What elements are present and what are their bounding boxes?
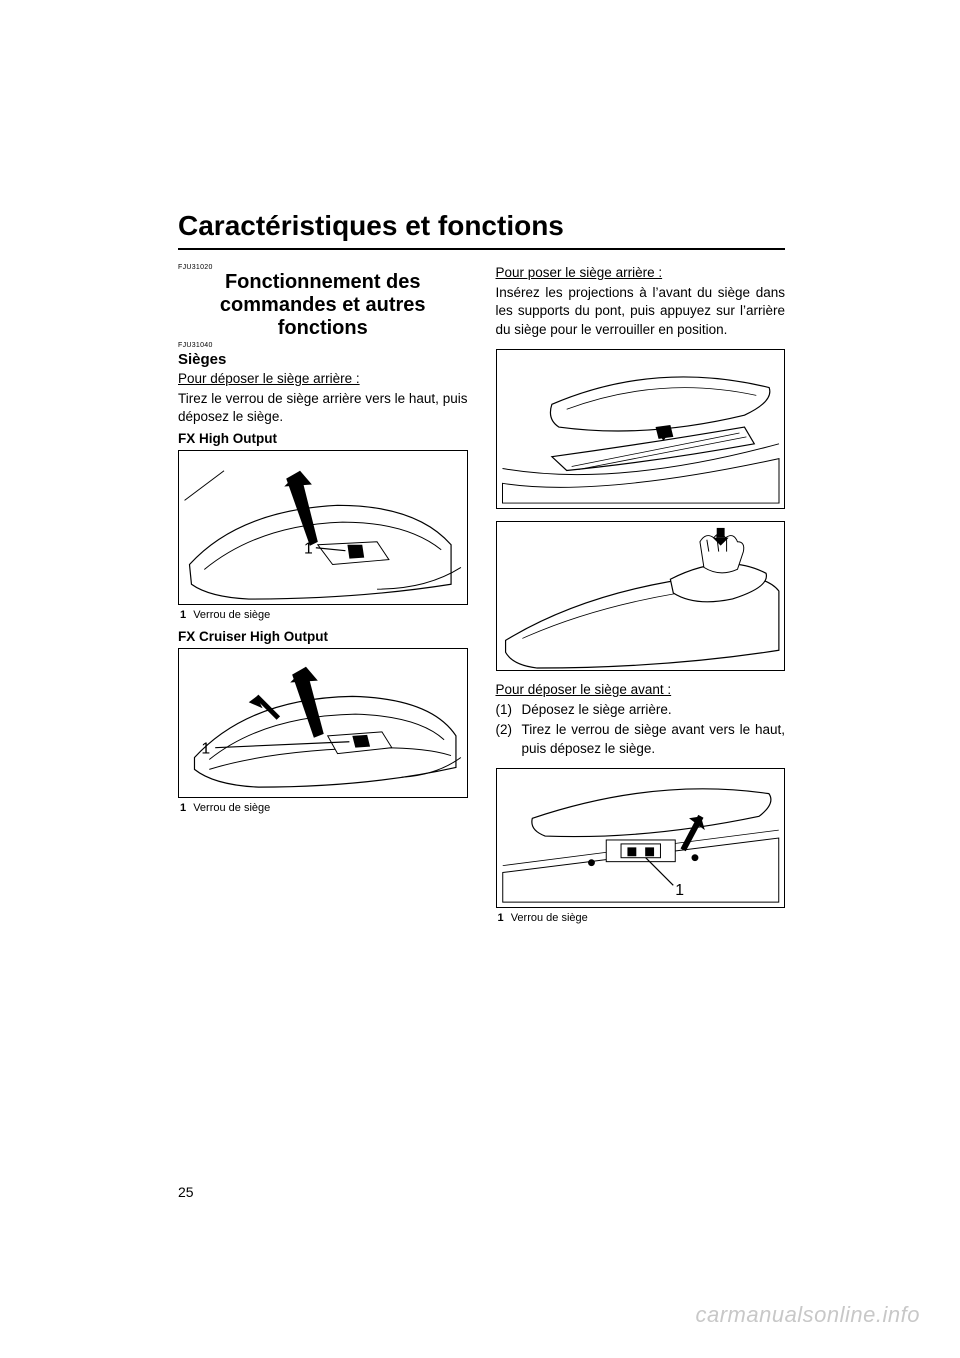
- figure-caption: 1 Verrou de siège: [180, 609, 468, 621]
- section-heading-line1: Fonctionnement des: [225, 271, 421, 293]
- figure-press-seat-rear: [496, 521, 786, 671]
- seat-latch-illustration: 1: [179, 649, 467, 797]
- list-marker: (2): [496, 721, 522, 757]
- model-label: FX High Output: [178, 431, 468, 446]
- callout-number: 1: [675, 882, 684, 899]
- watermark: carmanualsonline.info: [695, 1302, 920, 1328]
- chapter-title: Caractéristiques et fonctions: [178, 210, 785, 242]
- list-marker: (1): [496, 701, 522, 719]
- figure-caption: 1 Verrou de siège: [180, 802, 468, 814]
- paragraph-underlined: Pour poser le siège arrière :: [496, 264, 786, 282]
- caption-number: 1: [180, 609, 186, 621]
- figure-caption: 1 Verrou de siège: [498, 912, 786, 924]
- page-number: 25: [178, 1184, 194, 1200]
- reference-code: FJU31020: [178, 264, 468, 271]
- section-heading: Fonctionnement des commandes et autres f…: [178, 271, 468, 340]
- model-label: FX Cruiser High Output: [178, 629, 468, 644]
- list-item: (1) Déposez le siège arrière.: [496, 701, 786, 719]
- paragraph: Tirez le verrou de siège arrière vers le…: [178, 390, 468, 426]
- caption-number: 1: [180, 802, 186, 814]
- list-text: Déposez le siège arrière.: [522, 701, 672, 719]
- section-heading-line2: commandes et autres fonctions: [220, 294, 426, 339]
- two-column-layout: FJU31020 Fonctionnement des commandes et…: [178, 264, 785, 932]
- list-text: Tirez le verrou de siège avant vers le h…: [522, 721, 786, 757]
- caption-text: Verrou de siège: [193, 802, 270, 814]
- figure-rear-seat-fx-cruiser: 1: [178, 648, 468, 798]
- paragraph-underlined: Pour déposer le siège avant :: [496, 681, 786, 699]
- front-seat-latch-illustration: 1: [497, 769, 785, 907]
- title-rule: [178, 248, 785, 250]
- manual-page: Caractéristiques et fonctions FJU31020 F…: [0, 0, 960, 1358]
- numbered-list: (1) Déposez le siège arrière. (2) Tirez …: [496, 701, 786, 758]
- callout-number: 1: [304, 540, 313, 557]
- seat-press-illustration: [497, 522, 785, 670]
- sub-heading-sieges: Sièges: [178, 351, 468, 368]
- list-item: (2) Tirez le verrou de siège avant vers …: [496, 721, 786, 757]
- seat-install-illustration: [497, 350, 785, 508]
- left-column: FJU31020 Fonctionnement des commandes et…: [178, 264, 468, 932]
- caption-text: Verrou de siège: [193, 609, 270, 621]
- figure-install-seat-front: [496, 349, 786, 509]
- right-column: Pour poser le siège arrière : Insérez le…: [496, 264, 786, 932]
- caption-text: Verrou de siège: [511, 912, 588, 924]
- paragraph-underlined: Pour déposer le siège arrière :: [178, 370, 468, 388]
- caption-number: 1: [498, 912, 504, 924]
- callout-number: 1: [201, 740, 210, 757]
- seat-latch-illustration: 1: [179, 451, 467, 604]
- paragraph: Insérez les projections à l’avant du siè…: [496, 284, 786, 339]
- reference-code: FJU31040: [178, 342, 468, 349]
- figure-rear-seat-fx-high-output: 1: [178, 450, 468, 605]
- figure-front-seat-latch: 1: [496, 768, 786, 908]
